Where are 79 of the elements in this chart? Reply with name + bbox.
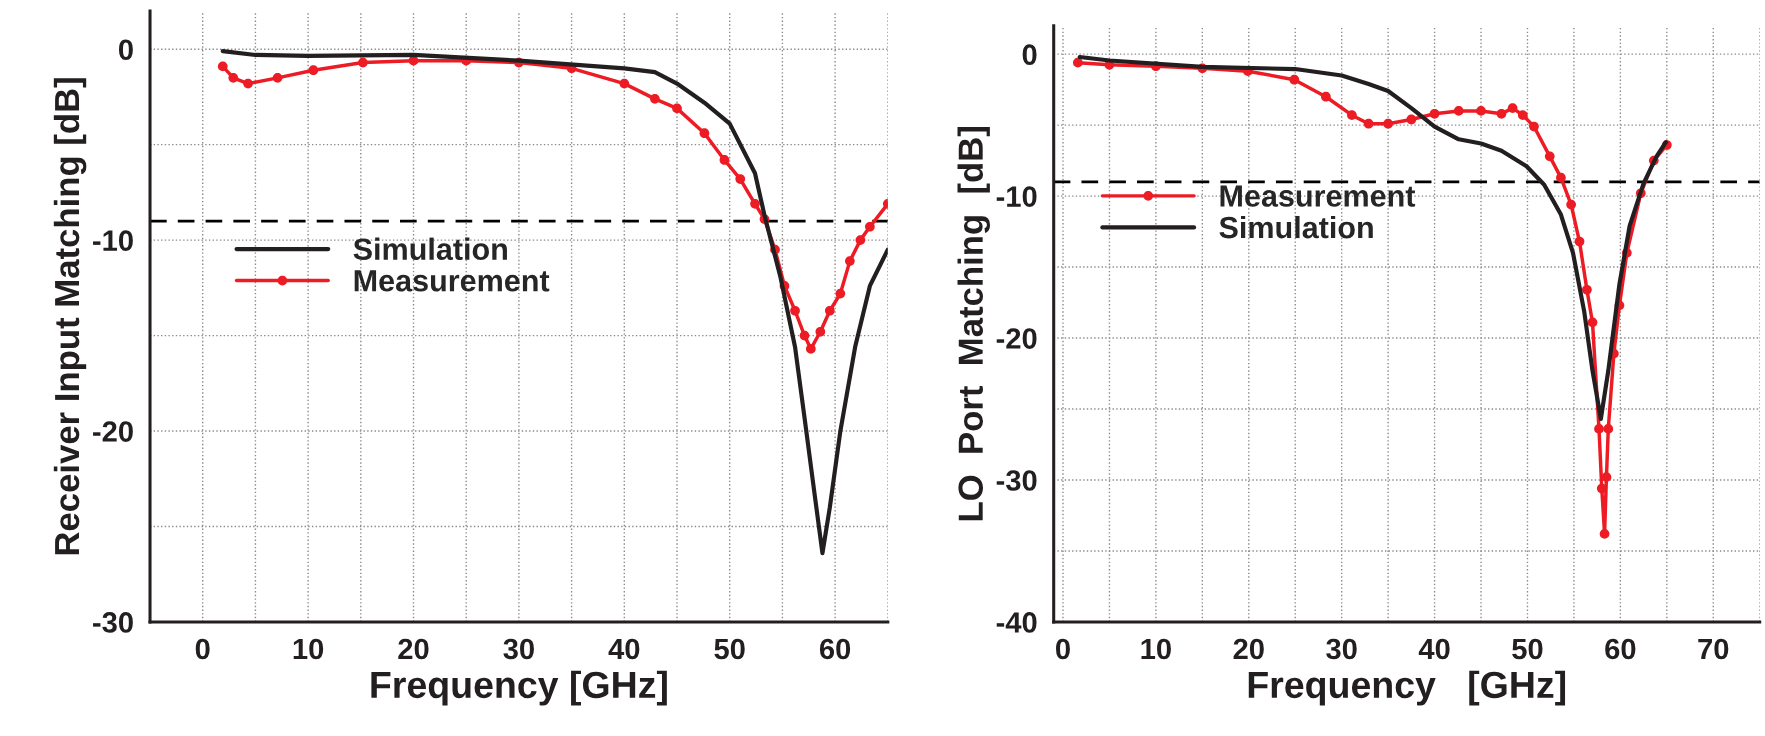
y-tick-label: -40 — [996, 612, 1037, 633]
y-tick-label: -30 — [93, 612, 133, 633]
point — [1599, 529, 1610, 539]
y-tick-label: -30 — [996, 470, 1037, 491]
point — [799, 330, 810, 341]
x-tick-label: 10 — [1141, 638, 1171, 660]
legend-label: Measurement — [1220, 185, 1416, 207]
point — [1582, 284, 1592, 295]
point — [805, 344, 816, 354]
x-tick-label: 30 — [503, 638, 534, 660]
x-tick-label: 10 — [293, 638, 324, 660]
point — [619, 78, 630, 89]
x-tick-label: 30 — [1326, 638, 1357, 660]
point — [272, 72, 283, 83]
x-tick-label: 20 — [1233, 638, 1264, 660]
point — [228, 72, 239, 83]
point — [1587, 317, 1598, 328]
point — [1544, 151, 1555, 162]
x-tick-label: 60 — [819, 638, 851, 660]
point — [1383, 118, 1393, 129]
x-tick-label: 50 — [714, 638, 745, 660]
x-tick-label: 0 — [195, 638, 210, 660]
x-axis-title: Frequency [GHz] — [371, 670, 667, 706]
y-tick-label: 0 — [118, 39, 133, 61]
point — [735, 174, 746, 184]
point — [1603, 424, 1614, 434]
x-axis-title: Frequency [GHz] — [1248, 670, 1566, 706]
y-tick-label: -10 — [93, 230, 133, 251]
y-tick-label: 0 — [1022, 44, 1037, 65]
point — [750, 198, 760, 209]
point — [1453, 106, 1464, 116]
point — [1529, 121, 1539, 132]
y-tick-label: -20 — [93, 421, 133, 442]
point — [844, 256, 855, 266]
point — [1289, 74, 1300, 85]
point — [790, 305, 800, 316]
x-tick-label: 70 — [1698, 638, 1729, 660]
point — [1347, 110, 1357, 121]
point — [672, 103, 682, 114]
legend-label: Simulation — [353, 237, 507, 261]
y-axis-title: Receiver Input Matching [dB] — [53, 78, 87, 555]
point — [1476, 106, 1486, 116]
point — [824, 305, 835, 316]
point — [358, 57, 368, 68]
point — [1574, 236, 1585, 247]
point — [1321, 91, 1331, 102]
legend-label: Measurement — [354, 270, 550, 292]
x-tick-label: 0 — [1056, 638, 1070, 660]
x-tick-label: 60 — [1605, 638, 1636, 660]
point — [308, 65, 319, 76]
y-tick-label: -10 — [996, 186, 1037, 207]
point — [1507, 103, 1518, 113]
point — [217, 61, 228, 72]
point — [1406, 114, 1417, 125]
point — [1556, 172, 1566, 183]
point — [650, 93, 660, 104]
point — [1073, 57, 1083, 68]
point — [699, 128, 710, 139]
point — [855, 235, 866, 245]
x-tick-label: 40 — [608, 638, 640, 660]
line-series — [220, 49, 888, 556]
point — [1517, 110, 1528, 121]
point — [1601, 472, 1612, 482]
point — [1594, 424, 1604, 434]
legend-label: Simulation — [1219, 215, 1373, 239]
point — [865, 221, 875, 232]
point — [1566, 199, 1576, 210]
point — [1496, 108, 1507, 119]
y-axis-title: LO Port Matching [dB] — [957, 127, 991, 521]
x-tick-label: 40 — [1418, 638, 1450, 660]
point — [815, 326, 826, 337]
y-tick-label: -20 — [996, 328, 1037, 349]
point — [1429, 108, 1440, 119]
point — [835, 288, 846, 299]
point — [243, 78, 253, 89]
point — [1363, 118, 1374, 129]
x-tick-label: 50 — [1512, 638, 1543, 660]
x-tick-label: 20 — [398, 638, 429, 660]
point — [719, 155, 730, 165]
